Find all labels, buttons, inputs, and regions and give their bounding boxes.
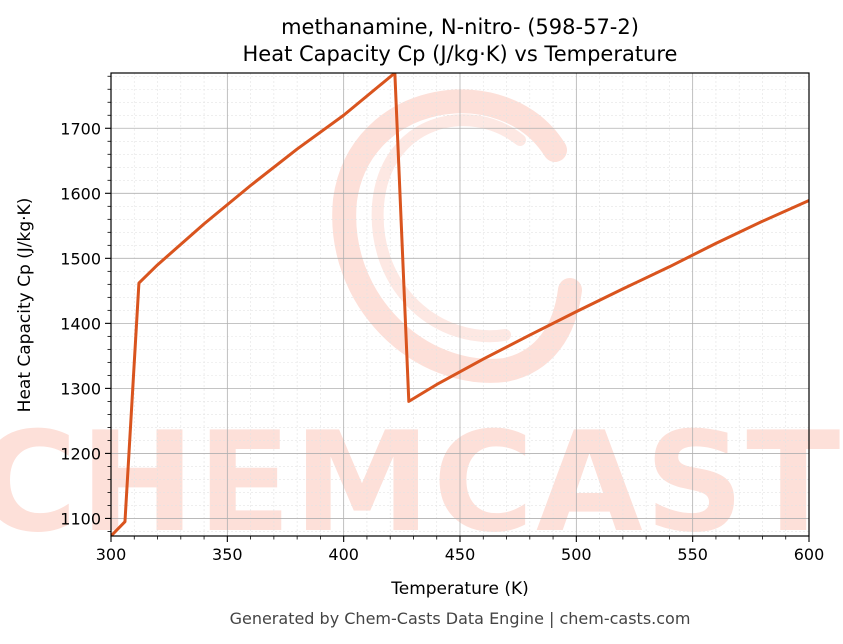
x-tick-label: 500: [561, 545, 592, 564]
y-tick-label: 1100: [60, 509, 101, 528]
series-line-heat-capacity: [111, 73, 809, 536]
y-tick-label: 1200: [60, 444, 101, 463]
y-tick-label: 1700: [60, 119, 101, 138]
x-axis-label: Temperature (K): [390, 579, 529, 599]
x-tick-label: 600: [794, 545, 825, 564]
y-tick-label: 1500: [60, 249, 101, 268]
x-tick-label: 400: [328, 545, 359, 564]
x-tick-label: 450: [445, 545, 476, 564]
y-tick-label: 1400: [60, 314, 101, 333]
series-layer: [111, 73, 809, 536]
chart-title: methanamine, N-nitro- (598-57-2): [281, 15, 639, 39]
x-tick-label: 550: [677, 545, 708, 564]
y-tick-label: 1300: [60, 379, 101, 398]
y-tick-label: 1600: [60, 184, 101, 203]
y-axis-label: Heat Capacity Cp (J/kg·K): [15, 198, 35, 413]
x-tick-label: 300: [96, 545, 127, 564]
chart-subtitle: Heat Capacity Cp (J/kg·K) vs Temperature: [243, 42, 678, 66]
x-tick-label: 350: [212, 545, 243, 564]
footer-credit: Generated by Chem-Casts Data Engine | ch…: [230, 609, 691, 628]
tick-layer: 300 350 400 450 500 550 600 1100 1200 1300 1400 150…: [60, 75, 825, 564]
